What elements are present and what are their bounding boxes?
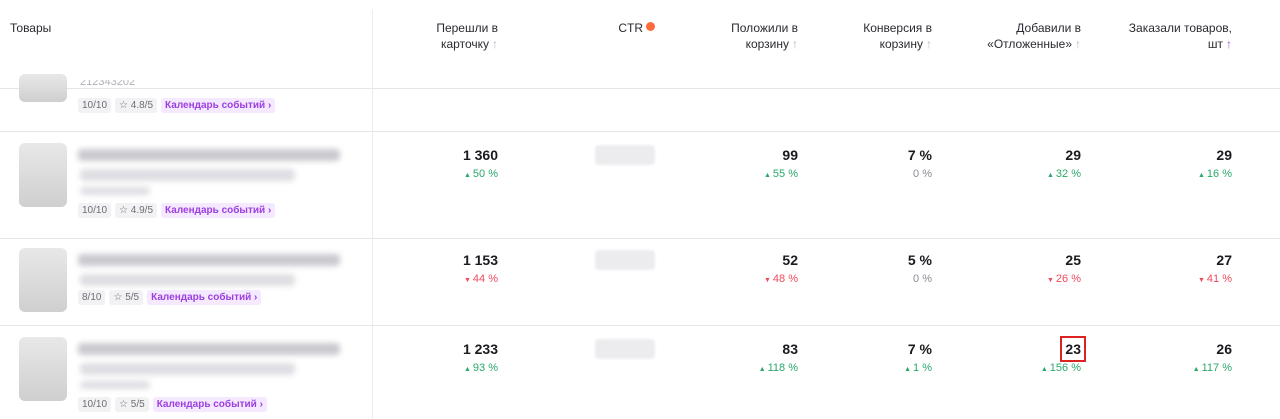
- metric-value: 52: [782, 252, 798, 268]
- product-thumbnail[interactable]: [19, 337, 67, 401]
- ctr-value-blurred: [595, 250, 655, 270]
- triangle-down-icon: ▼: [1198, 277, 1207, 284]
- header-label: Заказали товаров, шт: [1128, 21, 1232, 51]
- product-subtitle-blurred: [80, 381, 150, 389]
- metric-delta: ▲ 50 %: [464, 168, 498, 180]
- row-divider: [0, 325, 1280, 326]
- triangle-up-icon: ▲: [1192, 366, 1202, 373]
- metric-delta: ▲ 16 %: [1198, 168, 1232, 180]
- column-divider: [372, 10, 373, 419]
- metric-value: 83: [782, 341, 798, 357]
- triangle-down-icon: ▼: [764, 277, 773, 284]
- metric-value: 1 360: [462, 147, 498, 163]
- rating-badge: ☆ 5/5: [115, 397, 149, 412]
- header-label: CTR: [618, 21, 643, 35]
- ctr-value-blurred: [595, 145, 655, 165]
- metric-delta: 0 %: [913, 168, 932, 180]
- ctr-value-blurred: [595, 339, 655, 359]
- rating-badge: ☆ 4.9/5: [115, 203, 158, 218]
- metric-delta: ▲ 32 %: [1047, 168, 1081, 180]
- sort-arrow-icon[interactable]: ↑: [792, 37, 798, 51]
- calendar-link[interactable]: Календарь событий ›: [152, 397, 267, 412]
- triangle-up-icon: ▲: [764, 172, 773, 179]
- metric-value: 1 153: [462, 252, 498, 268]
- triangle-down-icon: ▼: [1047, 277, 1056, 284]
- metric-value: 29: [1065, 147, 1081, 163]
- metric-value: 23: [1060, 336, 1086, 362]
- score-badge: 10/10: [78, 397, 112, 412]
- product-subtitle-blurred: [80, 363, 295, 375]
- metric-value: 29: [1216, 147, 1232, 163]
- header-column[interactable]: CTR: [595, 20, 655, 36]
- metric-delta: ▲ 55 %: [764, 168, 798, 180]
- metric-delta: ▲ 117 %: [1192, 362, 1232, 374]
- header-label: Добавили в «Отложенные»: [987, 21, 1081, 51]
- metric-delta: ▲ 93 %: [464, 362, 498, 374]
- header-label: Перешли в карточку: [436, 21, 498, 51]
- rating-badge: ☆ 5/5: [109, 290, 144, 305]
- triangle-up-icon: ▲: [464, 172, 473, 179]
- article-number: 212343202: [80, 80, 136, 88]
- header-column[interactable]: Добавили в «Отложенные» ↑: [971, 20, 1081, 52]
- row-divider: [0, 131, 1280, 132]
- rating-badge: ☆ 4.8/5: [115, 98, 158, 113]
- header-column[interactable]: Конверсия в корзину ↑: [832, 20, 932, 52]
- score-badge: 10/10: [78, 98, 112, 113]
- product-thumbnail[interactable]: [19, 248, 67, 312]
- sort-arrow-icon[interactable]: ↑: [1075, 37, 1081, 51]
- calendar-link[interactable]: Календарь событий ›: [161, 98, 276, 113]
- metric-delta: ▲ 118 %: [758, 362, 798, 374]
- triangle-down-icon: ▼: [464, 277, 473, 284]
- metric-value: 1 233: [462, 341, 498, 357]
- triangle-up-icon: ▲: [1047, 172, 1056, 179]
- triangle-up-icon: ▲: [904, 366, 914, 373]
- calendar-link[interactable]: Календарь событий ›: [161, 203, 276, 218]
- metric-value: 99: [782, 147, 798, 163]
- metric-value: 7 %: [907, 341, 932, 357]
- triangle-up-icon: ▲: [464, 366, 473, 373]
- triangle-up-icon: ▲: [758, 366, 768, 373]
- metric-value: 5 %: [907, 252, 932, 268]
- product-subtitle-blurred: [80, 187, 150, 195]
- product-thumbnail[interactable]: [19, 143, 67, 207]
- metric-value: 7 %: [907, 147, 932, 163]
- header-divider: [0, 88, 1280, 89]
- sort-arrow-icon[interactable]: ↑: [926, 37, 932, 51]
- sort-arrow-icon[interactable]: ↑: [1226, 37, 1232, 51]
- calendar-link[interactable]: Календарь событий ›: [147, 290, 262, 305]
- metric-value: 26: [1216, 341, 1232, 357]
- product-title-blurred[interactable]: [78, 254, 340, 266]
- metric-delta: 0 %: [913, 273, 932, 285]
- product-subtitle-blurred: [80, 274, 295, 286]
- header-column[interactable]: Перешли в карточку ↑: [398, 20, 498, 52]
- metric-value: 25: [1065, 252, 1081, 268]
- score-badge: 10/10: [78, 203, 112, 218]
- metric-delta: ▼ 44 %: [464, 273, 498, 285]
- header-label: Конверсия в корзину: [863, 21, 932, 51]
- metric-delta: ▼ 41 %: [1198, 273, 1232, 285]
- header-column[interactable]: Положили в корзину ↑: [698, 20, 798, 52]
- metric-delta: ▼ 48 %: [764, 273, 798, 285]
- header-products: Товары: [10, 21, 52, 35]
- product-thumbnail[interactable]: [19, 74, 67, 102]
- metric-delta: ▼ 26 %: [1047, 273, 1081, 285]
- product-subtitle-blurred: [80, 169, 295, 181]
- header-column[interactable]: Заказали товаров, шт ↑: [1102, 20, 1232, 52]
- row-divider: [0, 238, 1280, 239]
- ctr-indicator-icon: [646, 22, 655, 31]
- metric-delta: ▲ 156 %: [1040, 362, 1081, 374]
- product-title-blurred[interactable]: [78, 343, 340, 355]
- header-label: Положили в корзину: [731, 21, 798, 51]
- score-badge: 8/10: [78, 290, 106, 305]
- sort-arrow-icon[interactable]: ↑: [492, 37, 498, 51]
- metric-delta: ▲ 1 %: [904, 362, 932, 374]
- metric-value: 27: [1216, 252, 1232, 268]
- triangle-up-icon: ▲: [1040, 366, 1050, 373]
- triangle-up-icon: ▲: [1198, 172, 1207, 179]
- product-title-blurred[interactable]: [78, 149, 340, 161]
